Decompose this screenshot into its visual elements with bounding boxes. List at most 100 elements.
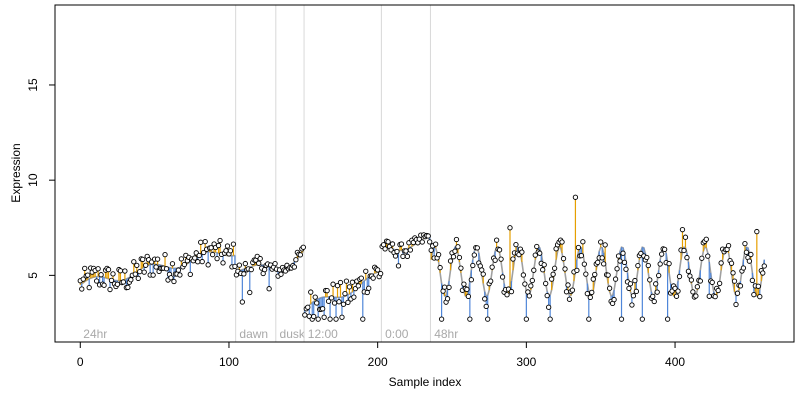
data-point	[120, 279, 127, 285]
data-point	[455, 244, 461, 250]
data-point	[632, 277, 638, 284]
data-point	[694, 284, 701, 290]
data-point	[479, 267, 485, 273]
data-point	[615, 253, 622, 259]
data-point	[650, 293, 656, 300]
data-point	[468, 277, 474, 283]
data-point	[681, 247, 687, 254]
data-point	[685, 268, 692, 274]
data-point	[498, 256, 504, 262]
data-point	[706, 293, 712, 299]
x-tick-label: 0	[77, 355, 84, 369]
data-point	[98, 272, 104, 278]
data-point	[312, 294, 318, 300]
data-point	[198, 239, 204, 245]
data-point	[168, 275, 174, 281]
data-point	[232, 263, 238, 270]
data-point	[644, 254, 650, 261]
data-point	[467, 316, 473, 322]
data-point	[602, 242, 608, 248]
data-point	[239, 299, 246, 305]
data-point	[480, 271, 486, 277]
data-point	[629, 302, 635, 308]
data-point	[308, 289, 314, 295]
data-point	[132, 271, 138, 277]
data-point	[169, 261, 176, 267]
data-point	[562, 266, 568, 272]
data-point	[684, 254, 690, 261]
data-point	[446, 284, 452, 291]
data-point	[504, 292, 510, 298]
data-point	[199, 258, 205, 265]
data-point	[581, 261, 587, 267]
data-point	[586, 316, 592, 322]
data-point	[85, 272, 91, 278]
data-point	[718, 260, 724, 266]
x-tick-label: 200	[368, 355, 388, 369]
data-point	[676, 273, 683, 280]
data-point	[598, 239, 604, 245]
y-tick-label: 10	[26, 173, 40, 187]
plot-frame	[54, 4, 795, 343]
data-point	[532, 252, 538, 258]
data-point	[621, 259, 628, 265]
data-point	[657, 261, 663, 267]
data-point	[673, 293, 680, 299]
data-point	[291, 264, 298, 270]
data-point	[566, 296, 573, 302]
data-point	[595, 259, 601, 266]
data-point	[547, 316, 553, 322]
data-point	[342, 291, 348, 297]
data-point	[489, 264, 495, 270]
data-point	[187, 271, 193, 278]
data-point	[534, 243, 540, 250]
data-point	[427, 239, 433, 245]
data-point	[540, 267, 546, 273]
data-point	[175, 267, 182, 273]
data-point	[394, 248, 400, 255]
data-point	[337, 279, 344, 286]
data-point	[154, 256, 161, 262]
data-point	[508, 288, 515, 295]
data-point	[740, 265, 747, 271]
data-point	[760, 270, 766, 276]
data-point	[305, 304, 311, 310]
data-point	[349, 279, 356, 285]
data-point	[334, 282, 341, 289]
data-point	[688, 277, 695, 283]
data-point	[507, 225, 513, 231]
data-point	[135, 275, 141, 281]
data-point	[404, 253, 411, 259]
data-point	[278, 271, 284, 277]
data-point	[523, 316, 530, 322]
section-label: 24hr	[83, 327, 107, 341]
data-point	[419, 239, 425, 245]
data-point	[601, 261, 607, 267]
data-point	[201, 249, 207, 256]
data-point	[709, 279, 715, 286]
data-point	[589, 289, 595, 296]
data-point	[725, 243, 732, 249]
data-point	[80, 276, 86, 282]
data-point	[205, 262, 211, 268]
data-point	[560, 255, 567, 262]
data-point	[137, 268, 143, 275]
section-label: 12:00	[308, 327, 338, 341]
data-point	[626, 285, 632, 292]
data-point	[325, 298, 332, 304]
data-point	[705, 253, 711, 259]
data-point	[742, 240, 748, 247]
data-point	[452, 248, 458, 254]
data-point	[447, 258, 454, 264]
data-point	[141, 269, 147, 275]
data-point	[510, 256, 516, 262]
data-point	[266, 286, 272, 292]
data-point	[551, 265, 558, 271]
data-point	[86, 284, 92, 291]
data-point	[520, 272, 527, 278]
data-point	[192, 255, 198, 261]
data-point	[311, 313, 317, 320]
data-point	[330, 281, 336, 287]
data-point	[293, 257, 299, 263]
x-tick-label: 400	[665, 355, 685, 369]
